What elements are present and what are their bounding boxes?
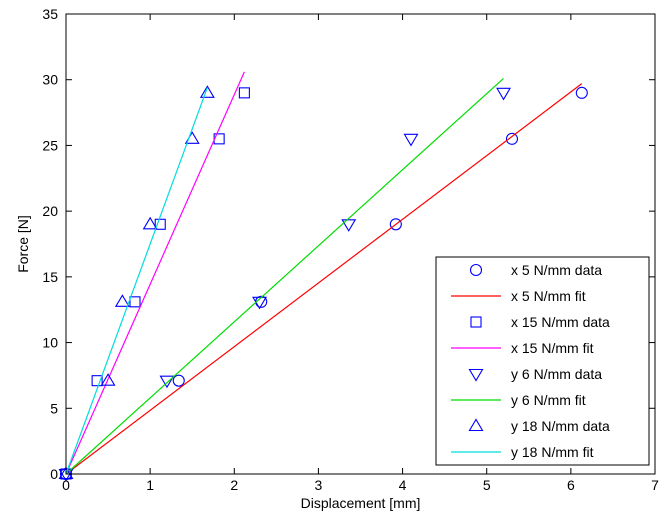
fit-line [65,77,504,475]
legend-marker-swatch [468,368,484,382]
legend-marker-swatch [469,263,483,277]
legend-entry-label: x 15 N/mm data [511,314,610,330]
x-axis-label: Displacement [mm] [301,495,421,511]
x-tick-label: 0 [62,477,70,493]
series-3 [65,71,245,475]
x-tick-label: 3 [315,477,323,493]
data-point [100,373,116,386]
data-point [172,374,185,387]
legend-marker-swatch [470,316,482,328]
data-point [58,466,74,480]
y-tick-label: 5 [50,400,58,416]
data-point [238,87,250,99]
data-point [389,218,402,231]
data-point [154,218,166,230]
fit-line [65,87,208,475]
y-tick-label: 0 [50,466,58,482]
legend-entry-label: x 15 N/mm fit [511,340,594,356]
x-tick-label: 5 [483,477,491,493]
legend-entry-label: x 5 N/mm fit [511,288,586,304]
data-point [199,85,215,98]
y-tick-label: 10 [42,335,58,351]
axes-box [65,13,656,475]
data-point [142,216,158,230]
y-tick-label: 35 [42,6,58,22]
data-point [159,375,175,389]
legend-entry-label: y 6 N/mm fit [511,392,586,408]
x-tick-label: 1 [146,477,154,493]
fit-line [65,71,245,475]
legend-entry-label: y 18 N/mm data [511,418,610,434]
x-tick-label: 2 [230,477,238,493]
data-point [114,294,130,307]
y-axis-label: Force [N] [15,215,31,273]
legend-entry-label: y 6 N/mm data [511,366,602,382]
axes: 0 1 2 3 4 5 6 7 0 5 10 15 20 25 30 35 [42,6,659,493]
y-tick-label: 25 [42,137,58,153]
y-tick-label: 20 [42,203,58,219]
data-point [496,87,512,101]
series-7 [65,87,208,475]
data-point [252,296,267,310]
x-tick-label: 6 [567,477,575,493]
legend-entry-label: y 18 N/mm fit [511,444,594,460]
x-tick-label: 7 [651,477,659,493]
legend-marker-swatch [468,418,484,432]
legend: x 5 N/mm data x 5 N/mm fit x 15 N/mm data x… [435,256,650,466]
data-point [505,132,519,145]
x-tick-label: 4 [399,477,407,493]
data-point [403,133,419,147]
fit-line [65,83,583,475]
legend-entry-label: x 5 N/mm data [511,262,602,278]
series-6 [58,85,215,480]
series-5 [65,77,504,475]
data-point [575,86,588,99]
data-point [341,219,357,232]
series-1 [65,83,583,475]
y-tick-label: 15 [42,269,58,285]
y-tick-label: 30 [42,72,58,88]
series-4 [58,87,512,482]
data-point [91,375,103,387]
data-point [129,296,141,308]
